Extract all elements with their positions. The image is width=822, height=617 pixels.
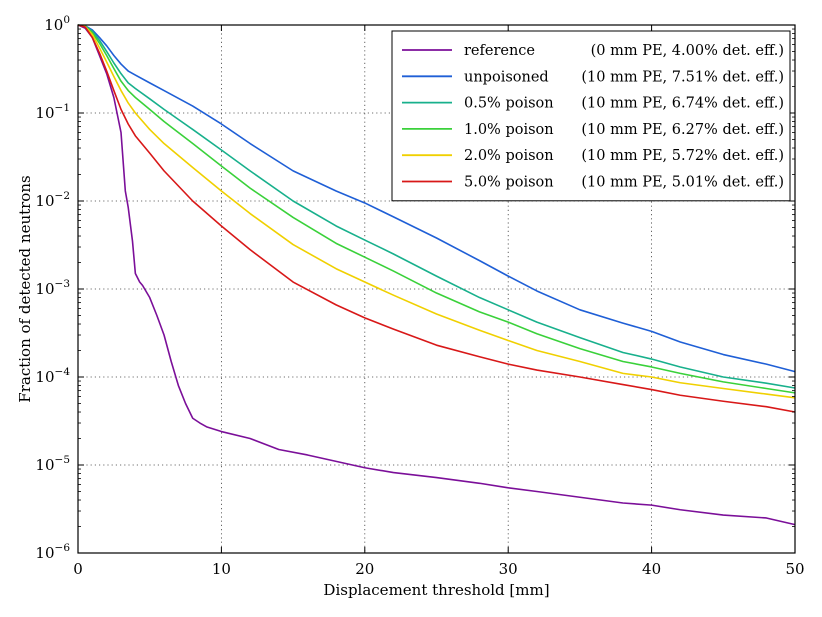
- series-line-unpoisoned: [77, 24, 796, 373]
- y-tick-base: 10: [35, 456, 54, 474]
- x-tick-label: 30: [499, 560, 518, 578]
- legend-label: 0.5% poison: [464, 96, 554, 112]
- legend-label: 1.0% poison: [464, 122, 554, 138]
- legend-detail: (10 mm PE, 7.51% det. eff.): [581, 69, 784, 85]
- y-tick-exponent: −1: [55, 102, 70, 114]
- legend-detail: (10 mm PE, 5.72% det. eff.): [581, 148, 784, 164]
- y-tick-exponent: 0: [63, 14, 70, 26]
- legend-detail: (0 mm PE, 4.00% det. eff.): [591, 43, 784, 59]
- y-tick-label: 10−6: [35, 542, 70, 562]
- y-tick-base: 10: [35, 104, 54, 122]
- legend: reference (0 mm PE, 4.00% det. eff.) unpoi…: [391, 30, 791, 202]
- y-tick-label: 10−5: [35, 454, 70, 474]
- series-line-reference: [77, 24, 796, 526]
- legend-detail: (10 mm PE, 6.27% det. eff.): [581, 122, 784, 138]
- y-tick-base: 10: [35, 544, 54, 562]
- x-tick-label: 40: [642, 560, 661, 578]
- y-tick-label: 10−2: [35, 190, 70, 210]
- y-tick-exponent: −5: [55, 454, 70, 466]
- legend-label: reference: [464, 43, 535, 59]
- series-line-0-5-poison: [77, 24, 796, 389]
- y-tick-label: 10−3: [35, 278, 70, 298]
- y-tick-label: 10−4: [35, 366, 70, 386]
- y-tick-exponent: −3: [55, 278, 70, 290]
- x-tick-label: 0: [73, 560, 83, 578]
- series-line-5-0-poison: [77, 24, 796, 413]
- y-tick-base: 10: [35, 192, 54, 210]
- series-group: [77, 24, 796, 526]
- y-tick-exponent: −4: [55, 366, 71, 378]
- y-tick-label: 10−1: [35, 102, 70, 122]
- legend-label: 5.0% poison: [464, 175, 554, 191]
- legend-box: [391, 30, 791, 202]
- y-tick-exponent: −6: [55, 542, 71, 554]
- y-tick-base: 10: [35, 280, 54, 298]
- legend-detail: (10 mm PE, 5.01% det. eff.): [581, 175, 784, 191]
- x-tick-label: 20: [355, 560, 374, 578]
- y-tick-exponent: −2: [55, 190, 70, 202]
- legend-label: 2.0% poison: [464, 148, 554, 164]
- y-tick-base: 10: [44, 16, 63, 34]
- x-tick-label: 10: [212, 560, 231, 578]
- series-line-2-0-poison: [77, 24, 796, 399]
- y-axis-label: Fraction of detected neutrons: [16, 175, 34, 402]
- y-tick-base: 10: [35, 368, 54, 386]
- x-tick-label: 50: [785, 560, 804, 578]
- legend-label: unpoisoned: [464, 69, 549, 85]
- x-axis-label: Displacement threshold [mm]: [323, 581, 549, 599]
- series-line-1-0-poison: [77, 24, 796, 394]
- legend-detail: (10 mm PE, 6.74% det. eff.): [581, 96, 784, 112]
- y-tick-label: 100: [44, 14, 70, 34]
